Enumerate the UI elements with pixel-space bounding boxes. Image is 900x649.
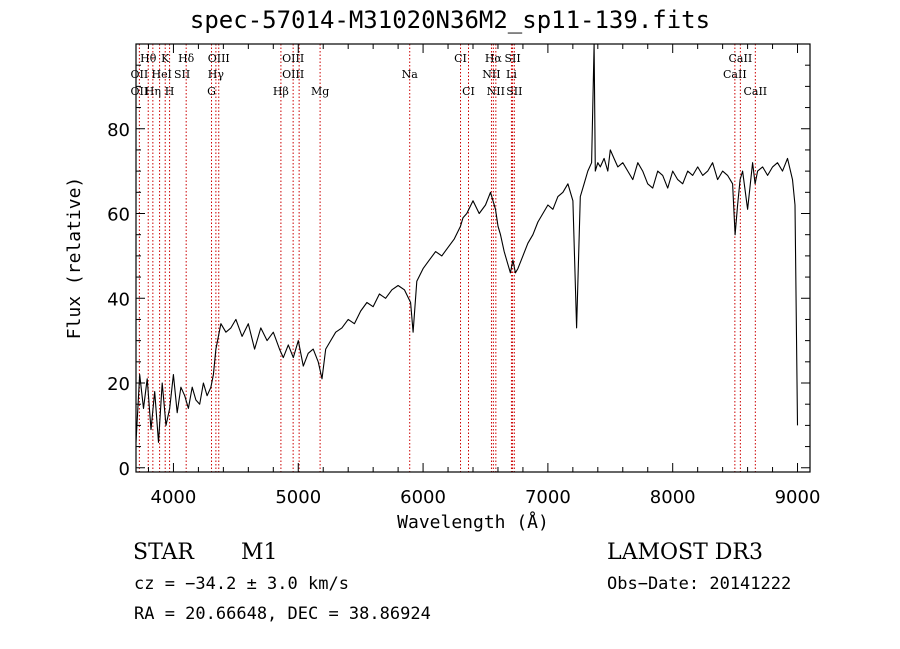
line-label-nii: NII (487, 85, 505, 98)
line-label-hθ: Hθ (140, 52, 157, 65)
line-label-k: K (161, 52, 170, 65)
line-label-caii: CaII (723, 68, 747, 81)
y-tick-label: 60 (107, 205, 130, 226)
line-label-oiii: OIII (208, 52, 230, 65)
line-label-oiii: OIII (282, 52, 304, 65)
line-label-hγ: Hγ (208, 68, 225, 81)
obs-date: Obs−Date: 20141222 (607, 574, 792, 594)
line-label-h: H (165, 85, 175, 98)
line-label-caii: CaII (729, 52, 753, 65)
line-label-oiii: OIII (282, 68, 304, 81)
line-label-hβ: Hβ (273, 85, 289, 98)
line-label-hδ: Hδ (178, 52, 195, 65)
line-label-hα: Hα (485, 52, 503, 65)
survey-name: LAMOST DR3 (607, 540, 763, 565)
line-label-ci: CI (462, 85, 475, 98)
x-tick-label: 4000 (151, 487, 197, 508)
line-label-ci: CI (454, 52, 467, 65)
object-class: STAR (133, 540, 194, 565)
line-label-g: G (207, 85, 216, 98)
y-tick-label: 20 (107, 374, 130, 395)
x-tick-label: 5000 (275, 487, 321, 508)
object-subclass: M1 (241, 540, 278, 565)
spectrum-line (135, 43, 799, 443)
plot-frame (135, 43, 811, 473)
line-label-na: Na (402, 68, 419, 81)
y-tick-label: 40 (107, 289, 130, 310)
y-tick-label: 0 (119, 459, 130, 480)
redshift-cz: cz = −34.2 ± 3.0 km/s (134, 574, 349, 594)
x-axis-label: Wavelength (Å) (397, 511, 549, 533)
line-label-mg: Mg (311, 85, 329, 98)
line-label-oii: OII (131, 85, 149, 98)
line-label-i: I (168, 68, 172, 81)
line-label-he: He (152, 68, 168, 81)
line-label-sii: SII (504, 52, 520, 65)
ra-dec-coords: RA = 20.66648, DEC = 38.86924 (134, 604, 431, 624)
line-label-hη: Hη (145, 85, 161, 98)
line-label-nii: NII (482, 68, 500, 81)
x-tick-label: 9000 (775, 487, 821, 508)
y-axis-label: Flux (relative) (64, 177, 85, 340)
y-tick-label: 80 (107, 120, 130, 141)
x-tick-label: 7000 (525, 487, 571, 508)
chart-title: spec-57014-M31020N36M2_sp11-139.fits (189, 6, 711, 34)
line-label-sii: SII (506, 85, 522, 98)
x-tick-label: 8000 (650, 487, 696, 508)
line-label-caii: CaII (743, 85, 767, 98)
x-tick-label: 6000 (400, 487, 446, 508)
line-label-sii: SII (174, 68, 190, 81)
line-label-li: Li (506, 68, 517, 81)
line-label-oii: OII (131, 68, 149, 81)
